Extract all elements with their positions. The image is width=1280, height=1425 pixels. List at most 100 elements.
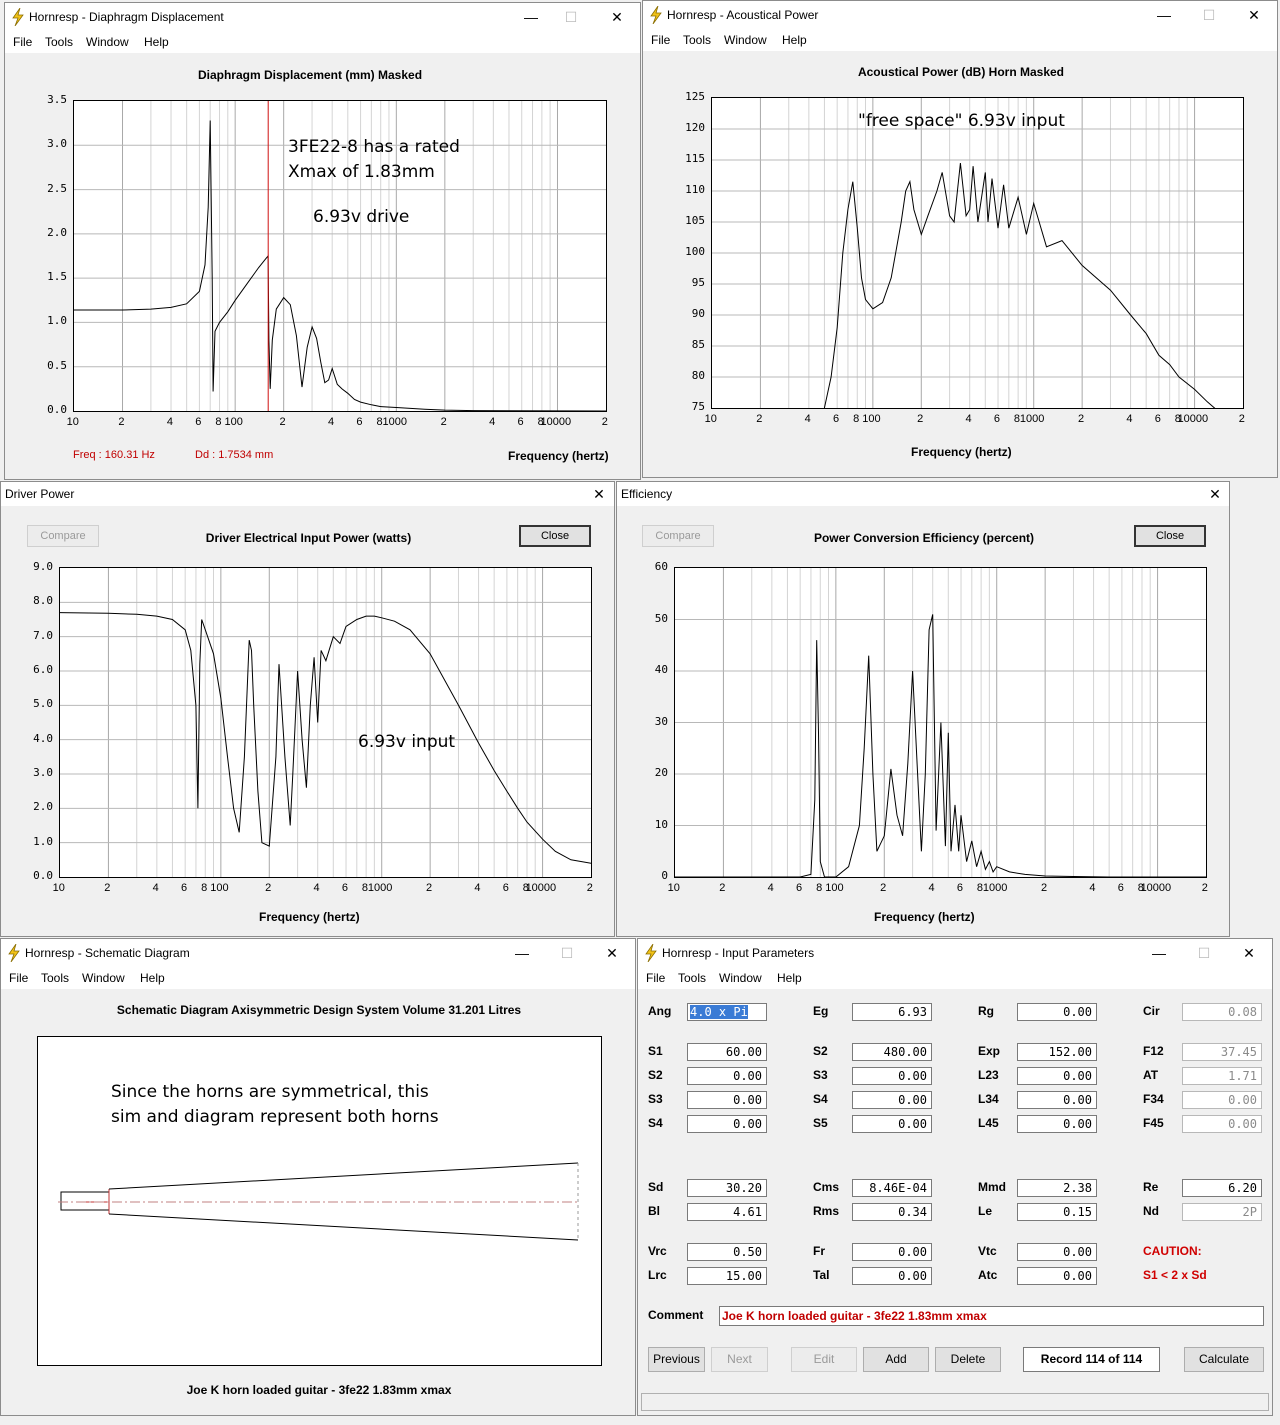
menu-file[interactable]: File xyxy=(9,971,29,985)
menu-tools[interactable]: Tools xyxy=(45,35,74,49)
param-label-f34: F34 xyxy=(1143,1092,1164,1106)
minimize-icon[interactable]: — xyxy=(1152,945,1166,961)
maximize-icon[interactable]: ☐ xyxy=(1197,945,1211,961)
x-tick-label: 2 xyxy=(1040,882,1048,894)
driver-power-plot-area[interactable] xyxy=(59,567,592,878)
menu-tools[interactable]: Tools xyxy=(41,971,70,985)
titlebar[interactable]: Hornresp - Diaphragm Displacement — ☐ ✕ xyxy=(5,3,640,31)
param-field-atc[interactable]: 0.00 xyxy=(1017,1267,1097,1285)
param-field-rms[interactable]: 0.34 xyxy=(852,1203,932,1221)
menu-help[interactable]: Help xyxy=(782,33,807,47)
param-field-s4[interactable]: 0.00 xyxy=(687,1115,767,1133)
y-tick-label: 50 xyxy=(654,611,668,625)
param-field-l23[interactable]: 0.00 xyxy=(1017,1067,1097,1085)
param-field-l34[interactable]: 0.00 xyxy=(1017,1091,1097,1109)
param-field-eg[interactable]: 6.93 xyxy=(852,1003,932,1021)
param-field-cms[interactable]: 8.46E-04 xyxy=(852,1179,932,1197)
x-tick-label: 6 xyxy=(993,413,1000,425)
displacement-plot-area[interactable] xyxy=(73,100,607,412)
param-field-ang[interactable]: 4.0 x Pi xyxy=(687,1003,767,1021)
titlebar[interactable]: Efficiency ✕ xyxy=(617,482,1229,506)
param-field-s2[interactable]: 0.00 xyxy=(687,1067,767,1085)
comment-field[interactable]: Joe K horn loaded guitar - 3fe22 1.83mm … xyxy=(719,1306,1264,1326)
param-field-vrc[interactable]: 0.50 xyxy=(687,1243,767,1261)
param-field-bl[interactable]: 4.61 xyxy=(687,1203,767,1221)
minimize-icon[interactable]: — xyxy=(1157,7,1171,23)
param-field-s4[interactable]: 0.00 xyxy=(852,1091,932,1109)
param-field-s3[interactable]: 0.00 xyxy=(852,1067,932,1085)
close-icon[interactable]: ✕ xyxy=(593,486,605,502)
previous-button[interactable]: Previous xyxy=(648,1347,705,1372)
y-tick-label: 85 xyxy=(691,338,705,351)
y-tick-label: 115 xyxy=(685,152,705,165)
compare-button[interactable]: Compare xyxy=(642,525,714,547)
x-tick-label: 6 xyxy=(341,882,348,894)
x-tick-label: 6 xyxy=(1154,413,1161,425)
param-label-bl: Bl xyxy=(648,1204,660,1218)
param-field-sd[interactable]: 30.20 xyxy=(687,1179,767,1197)
param-field-s1[interactable]: 60.00 xyxy=(687,1043,767,1061)
minimize-icon[interactable]: — xyxy=(515,945,529,961)
close-icon[interactable]: ✕ xyxy=(1209,486,1221,502)
efficiency-plot-area[interactable] xyxy=(674,567,1207,878)
delete-button[interactable]: Delete xyxy=(935,1347,1001,1372)
menu-file[interactable]: File xyxy=(13,35,33,49)
param-field-exp[interactable]: 152.00 xyxy=(1017,1043,1097,1061)
menu-file[interactable]: File xyxy=(651,33,671,47)
menu-window[interactable]: Window xyxy=(719,971,762,985)
param-field-rg[interactable]: 0.00 xyxy=(1017,1003,1097,1021)
close-button[interactable]: Close xyxy=(519,525,591,547)
param-field-fr[interactable]: 0.00 xyxy=(852,1243,932,1261)
chart-svg xyxy=(60,568,591,877)
maximize-icon[interactable]: ☐ xyxy=(1202,7,1216,23)
param-field-s5[interactable]: 0.00 xyxy=(852,1115,932,1133)
window-input-parameters: Hornresp - Input Parameters — ☐ ✕ File T… xyxy=(637,938,1273,1416)
param-field-s3[interactable]: 0.00 xyxy=(687,1091,767,1109)
param-field-vtc[interactable]: 0.00 xyxy=(1017,1243,1097,1261)
compare-button[interactable]: Compare xyxy=(27,525,99,547)
param-label-s5: S5 xyxy=(813,1116,828,1130)
param-field-lrc[interactable]: 15.00 xyxy=(687,1267,767,1285)
next-button[interactable]: Next xyxy=(711,1347,768,1372)
close-icon[interactable]: ✕ xyxy=(1248,7,1260,23)
status-frequency: Freq : 160.31 Hz xyxy=(73,449,155,461)
menu-tools[interactable]: Tools xyxy=(678,971,707,985)
x-tick-label: 100 xyxy=(224,416,243,428)
close-icon[interactable]: ✕ xyxy=(1243,945,1255,961)
param-field-l45[interactable]: 0.00 xyxy=(1017,1115,1097,1133)
x-tick-label: 4 xyxy=(965,413,972,425)
edit-button[interactable]: Edit xyxy=(791,1347,857,1372)
param-field-mmd[interactable]: 2.38 xyxy=(1017,1179,1097,1197)
minimize-icon[interactable]: — xyxy=(524,9,538,25)
titlebar[interactable]: Hornresp - Schematic Diagram — ☐ ✕ xyxy=(1,939,635,967)
menu-window[interactable]: Window xyxy=(724,33,767,47)
menu-window[interactable]: Window xyxy=(82,971,125,985)
titlebar[interactable]: Hornresp - Input Parameters — ☐ ✕ xyxy=(638,939,1272,967)
add-button[interactable]: Add xyxy=(863,1347,929,1372)
calculate-button[interactable]: Calculate xyxy=(1184,1347,1264,1372)
x-tick-label: 2 xyxy=(756,413,763,425)
titlebar[interactable]: Driver Power ✕ xyxy=(1,482,614,506)
window-diaphragm-displacement: Hornresp - Diaphragm Displacement — ☐ ✕ … xyxy=(4,2,641,480)
param-field-le[interactable]: 0.15 xyxy=(1017,1203,1097,1221)
menu-tools[interactable]: Tools xyxy=(683,33,712,47)
acoustical-power-plot-area[interactable] xyxy=(711,97,1244,409)
param-field-s2[interactable]: 480.00 xyxy=(852,1043,932,1061)
close-icon[interactable]: ✕ xyxy=(606,945,618,961)
window-efficiency: Efficiency ✕ Compare Power Conversion Ef… xyxy=(616,481,1230,937)
menu-file[interactable]: File xyxy=(646,971,666,985)
maximize-icon[interactable]: ☐ xyxy=(560,945,574,961)
menu-help[interactable]: Help xyxy=(144,35,169,49)
param-field-re[interactable]: 6.20 xyxy=(1182,1179,1262,1197)
x-tick-label: 2 xyxy=(719,882,726,894)
menu-help[interactable]: Help xyxy=(140,971,165,985)
chart-svg xyxy=(74,101,606,411)
menu-window[interactable]: Window xyxy=(86,35,129,49)
maximize-icon[interactable]: ☐ xyxy=(564,9,578,25)
param-field-tal[interactable]: 0.00 xyxy=(852,1267,932,1285)
param-label-s2: S2 xyxy=(813,1044,828,1058)
titlebar[interactable]: Hornresp - Acoustical Power — ☐ ✕ xyxy=(643,1,1277,29)
close-button[interactable]: Close xyxy=(1134,525,1206,547)
menu-help[interactable]: Help xyxy=(777,971,802,985)
close-icon[interactable]: ✕ xyxy=(611,9,623,25)
